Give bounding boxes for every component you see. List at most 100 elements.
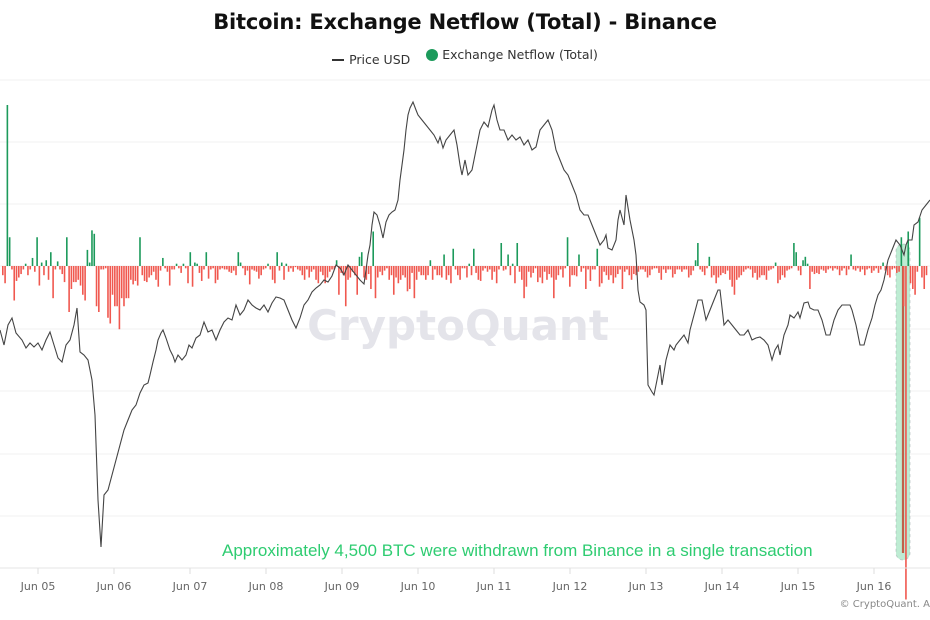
netflow-bar	[205, 252, 208, 266]
netflow-bar	[642, 266, 644, 270]
netflow-bar	[235, 266, 237, 276]
netflow-bar	[905, 266, 907, 600]
netflow-bar	[216, 266, 219, 280]
netflow-bar	[326, 266, 329, 278]
netflow-bar	[146, 266, 148, 283]
netflow-bar	[847, 266, 850, 270]
netflow-bar	[450, 266, 452, 284]
netflow-bar	[411, 266, 413, 273]
netflow-bar	[916, 266, 919, 272]
netflow-bar	[301, 266, 304, 276]
netflow-bar	[134, 266, 137, 281]
netflow-bar	[710, 266, 713, 278]
netflow-bar	[200, 266, 203, 281]
netflow-bar	[422, 266, 425, 276]
netflow-bar	[587, 266, 589, 270]
netflow-bar	[36, 237, 38, 266]
netflow-bar	[470, 266, 473, 276]
netflow-bar	[312, 266, 315, 270]
netflow-bar	[882, 262, 884, 266]
netflow-bar	[573, 266, 576, 276]
netflow-bar	[498, 266, 500, 270]
netflow-bar	[614, 266, 617, 278]
netflow-bar	[674, 266, 676, 275]
netflow-bar	[575, 266, 578, 277]
netflow-bar	[253, 266, 256, 271]
netflow-bar	[562, 266, 564, 278]
netflow-bar	[559, 266, 562, 270]
netflow-bar	[859, 266, 862, 272]
netflow-bar	[806, 263, 809, 266]
netflow-bar	[811, 266, 813, 272]
netflow-bar	[191, 266, 194, 287]
netflow-bar	[900, 237, 903, 266]
netflow-bar	[781, 266, 784, 276]
annotation-text: Approximately 4,500 BTC were withdrawn f…	[222, 541, 813, 560]
netflow-bar	[287, 266, 290, 272]
netflow-bar	[829, 266, 832, 269]
netflow-bar	[500, 243, 503, 266]
netflow-bar	[863, 266, 866, 276]
netflow-bar	[690, 266, 692, 276]
netflow-bar	[669, 266, 672, 270]
netflow-bar	[875, 266, 878, 269]
netflow-bar	[107, 266, 109, 318]
netflow-bar	[667, 266, 669, 270]
netflow-bar	[834, 266, 836, 269]
netflow-bar	[843, 266, 845, 269]
netflow-bar	[813, 266, 816, 275]
netflow-bar	[454, 266, 457, 270]
netflow-bar	[831, 266, 834, 271]
netflow-bar	[271, 266, 274, 280]
x-tick-label: Jun 10	[400, 580, 436, 593]
netflow-bar	[889, 266, 891, 278]
netflow-bar	[125, 266, 128, 299]
netflow-bar	[383, 266, 386, 271]
netflow-bar	[79, 266, 82, 286]
netflow-bar	[703, 266, 706, 276]
netflow-bar	[399, 266, 402, 280]
netflow-bar	[681, 266, 683, 272]
netflow-bar	[246, 266, 249, 271]
netflow-bar	[713, 266, 715, 276]
netflow-bar	[921, 266, 923, 278]
netflow-bar	[86, 249, 89, 266]
netflow-bar	[166, 266, 169, 272]
netflow-bar	[34, 266, 36, 272]
netflow-bar	[187, 266, 189, 284]
netflow-bar	[665, 266, 667, 273]
netflow-bar	[120, 266, 123, 299]
netflow-bar	[237, 252, 240, 266]
x-tick-label: Jun 06	[96, 580, 132, 593]
netflow-bar	[685, 266, 688, 270]
netflow-bar	[637, 266, 640, 272]
netflow-bar	[63, 266, 66, 283]
netflow-bar	[857, 266, 859, 269]
netflow-bar	[141, 266, 144, 276]
netflow-bar	[43, 266, 45, 276]
netflow-bar	[219, 266, 221, 270]
netflow-bar	[189, 252, 192, 266]
netflow-bar	[838, 266, 841, 276]
x-axis: Jun 05 Jun 06 Jun 07 Jun 08 Jun 09 Jun 10 Jun …	[20, 568, 891, 593]
netflow-bar	[870, 266, 873, 273]
netflow-bar	[429, 260, 432, 266]
legend-item-price[interactable]: Price USD	[332, 52, 410, 67]
netflow-bar	[315, 266, 317, 280]
netflow-bar	[319, 266, 322, 272]
netflow-bar	[623, 266, 626, 272]
netflow-bar	[104, 266, 107, 269]
netflow-bar	[4, 266, 6, 284]
netflow-bar	[701, 266, 704, 272]
legend-label-price: Price USD	[349, 52, 411, 68]
netflow-bar	[459, 266, 461, 280]
legend-item-netflow[interactable]: Exchange Netflow (Total)	[426, 47, 598, 62]
netflow-bar	[740, 266, 743, 276]
netflow-bar	[196, 263, 198, 266]
netflow-bar	[493, 266, 496, 272]
netflow-bar	[15, 266, 18, 281]
netflow-bar	[477, 266, 480, 280]
netflow-bar	[413, 266, 416, 299]
netflow-bar	[678, 266, 681, 270]
